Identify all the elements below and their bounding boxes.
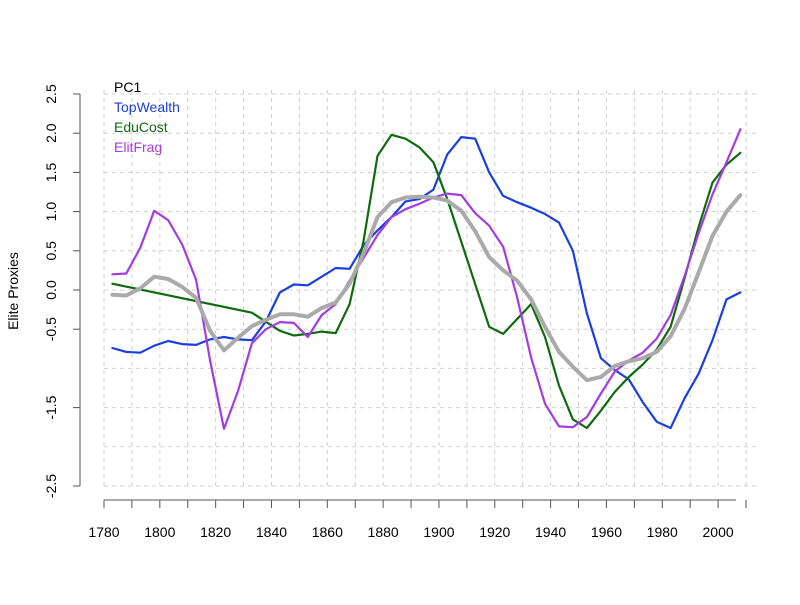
y-tick-label: 0.5 bbox=[43, 241, 59, 261]
legend-entry-elitfrag: ElitFrag bbox=[114, 139, 162, 155]
axes-layer: 1780 1800 1820 1840 1860 1880 1900 1920 1940 1960… bbox=[43, 84, 747, 540]
y-tick-label: 2.0 bbox=[43, 123, 59, 143]
series-line-elitfrag bbox=[111, 128, 742, 430]
series-line-educost bbox=[111, 133, 742, 430]
legend-entry-educost: EduCost bbox=[114, 119, 168, 135]
x-tick-label: 2000 bbox=[703, 524, 734, 540]
y-tick-label: 1.5 bbox=[43, 162, 59, 182]
x-tick-label: 1780 bbox=[88, 524, 119, 540]
x-tick-label: 1920 bbox=[479, 524, 510, 540]
grid-layer bbox=[103, 90, 758, 490]
legend: PC1 TopWealth EduCost ElitFrag bbox=[114, 79, 180, 155]
x-tick-label: 1960 bbox=[591, 524, 622, 540]
y-tick-label: -1.5 bbox=[43, 395, 59, 419]
series-line-topwealth bbox=[111, 136, 742, 430]
series-layer bbox=[110, 128, 743, 430]
x-tick-label: 1980 bbox=[647, 524, 678, 540]
legend-entry-pc1: PC1 bbox=[114, 79, 141, 95]
x-tick-label: 1820 bbox=[200, 524, 231, 540]
y-tick-label: 1.0 bbox=[43, 202, 59, 222]
y-tick-label: -2.5 bbox=[43, 474, 59, 498]
x-tick-label: 1880 bbox=[368, 524, 399, 540]
x-tick-label: 1940 bbox=[535, 524, 566, 540]
series-line-pc1 bbox=[110, 193, 743, 383]
x-tick-label: 1900 bbox=[423, 524, 454, 540]
x-tick-label: 1860 bbox=[312, 524, 343, 540]
x-tick-label: 1800 bbox=[144, 524, 175, 540]
y-tick-label: 2.5 bbox=[43, 84, 59, 104]
y-axis-title: Elite Proxies bbox=[5, 252, 21, 330]
y-tick-label: -0.5 bbox=[43, 317, 59, 341]
y-tick-label: 0.0 bbox=[43, 280, 59, 300]
legend-entry-topwealth: TopWealth bbox=[114, 99, 180, 115]
x-tick-label: 1840 bbox=[256, 524, 287, 540]
